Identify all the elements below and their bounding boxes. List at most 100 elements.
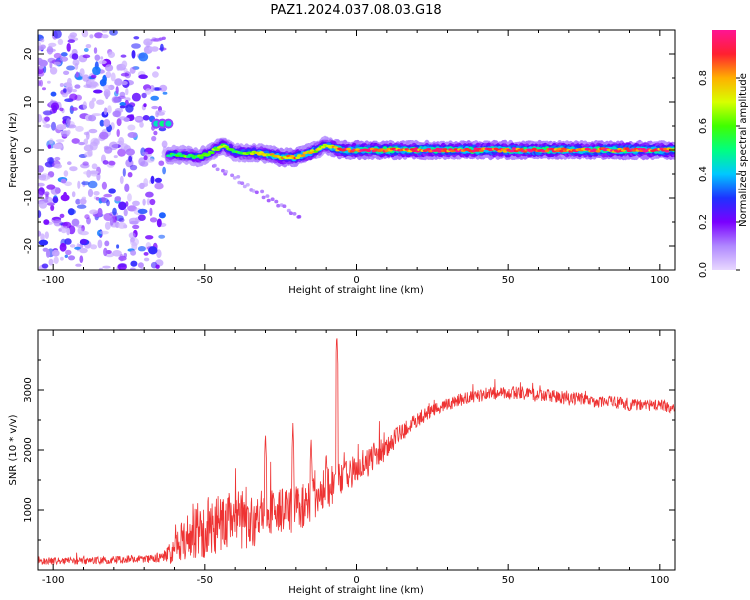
noise-cell [127,132,138,138]
noise-cell [63,70,70,76]
noise-cell [149,207,153,217]
colorbar-tick-label: 0.6 [698,118,709,134]
noise-cell [46,48,56,53]
noise-cell [60,52,68,57]
noise-cell [43,65,47,73]
noise-cell [89,170,99,175]
noise-cell [38,59,48,67]
noise-cell [69,244,76,248]
noise-cell [67,161,72,166]
artifact-cell [274,199,279,204]
noise-cell [60,256,64,261]
noise-cell [148,46,153,51]
noise-cell [71,53,79,60]
noise-cell [39,79,43,87]
ridge-cell [413,147,419,150]
spectrogram-y-ticks: -20 -10 0 10 20 [23,29,675,271]
noise-cell [112,207,117,216]
noise-cell [44,191,50,196]
snr-x-tick-label: -50 [197,575,213,586]
noise-cell [53,30,62,39]
noise-cell [94,32,104,39]
spectrogram-x-tick-label: 50 [502,275,515,286]
noise-cell [119,102,126,107]
artifact-cell [282,204,287,208]
noise-cell [120,143,129,150]
noise-cell [120,72,130,77]
noise-cell [103,193,113,198]
noise-cell [48,42,57,48]
noise-cell [119,105,126,109]
artifact-cell [245,183,250,187]
noise-cell [155,264,160,269]
noise-cell [127,193,132,202]
snr-y-label: SNR (10 * v/v) [8,414,19,485]
noise-cell [101,181,107,190]
noise-cell [46,175,51,180]
noise-cell [43,219,50,225]
noise-cell [148,246,158,255]
noise-cell [125,104,134,113]
noise-cell [138,52,149,62]
noise-cell [52,196,59,204]
artifact-cell [265,194,270,198]
noise-cell [51,121,56,131]
noise-cell [78,141,85,146]
snr-x-tick-label: 100 [650,575,669,586]
noise-cell [114,196,122,202]
noise-cell [90,74,97,79]
noise-cell [79,230,89,236]
noise-cell [38,182,45,187]
noise-cell [162,91,168,95]
snr-x-tick-label: 0 [353,575,359,586]
noise-cell [49,138,54,145]
noise-cell [38,114,43,123]
noise-cell [129,164,138,171]
noise-cell [140,161,149,167]
noise-cell [145,158,155,163]
noise-cell [61,222,68,227]
noise-cell [99,131,109,140]
ridge-cell [595,150,601,153]
ridge-cell [664,150,670,153]
ridge-cell [511,147,517,150]
snr-x-label: Height of straight line (km) [288,585,424,596]
noise-cell [150,38,160,42]
noise-cell [79,198,87,205]
noise-cell [116,64,121,71]
noise-cell [151,105,159,110]
noise-cell [100,56,104,60]
noise-cell [117,148,126,157]
noise-cell [120,54,127,58]
noise-cell [157,110,166,114]
colorbar-tick-label: 0.8 [698,70,709,86]
spectrogram-y-label: Frequency (Hz) [8,112,19,188]
noise-cell [154,182,164,190]
colorbar-gradient [712,30,736,270]
noise-cell [47,144,52,149]
noise-cell [150,175,155,184]
noise-cell [74,246,81,250]
noise-cell [63,191,67,198]
noise-cell [60,224,68,234]
noise-cell [127,172,133,178]
artifact-cell [292,212,297,216]
noise-cell [91,113,102,117]
noise-cell [66,129,71,135]
noise-cell [71,218,80,227]
ridge-cell [559,149,564,153]
noise-cell [59,107,64,112]
spectrogram-y-tick-label: -20 [23,238,34,254]
noise-cell [103,84,111,91]
noise-cell [130,267,136,270]
ridge-cell [224,145,230,149]
noise-cell [89,34,94,39]
noise-cell [150,85,155,92]
noise-cell [38,239,49,246]
ridge-cell [175,154,180,157]
noise-cell [158,212,166,219]
noise-cell [38,41,42,48]
noise-cell [77,180,81,189]
noise-cell [139,182,145,190]
noise-cell [131,92,141,102]
